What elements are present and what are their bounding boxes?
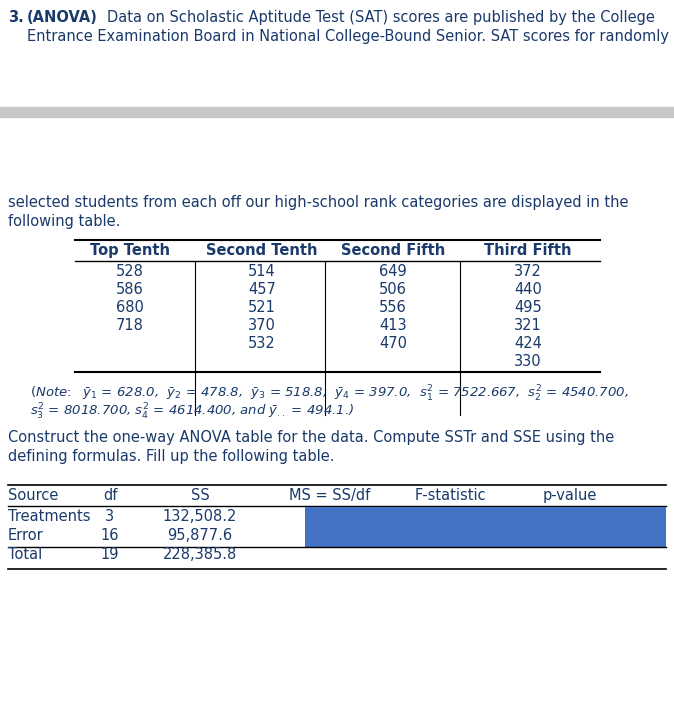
Text: p-value: p-value — [543, 488, 597, 503]
Text: 521: 521 — [248, 300, 276, 315]
Text: SS: SS — [191, 488, 210, 503]
Text: 528: 528 — [116, 264, 144, 279]
Text: 718: 718 — [116, 318, 144, 333]
Bar — [305, 507, 666, 547]
Text: following table.: following table. — [8, 214, 121, 229]
Text: F-statistic: F-statistic — [415, 488, 486, 503]
Text: 370: 370 — [248, 318, 276, 333]
Text: (ANOVA): (ANOVA) — [27, 10, 98, 25]
Text: Top Tenth: Top Tenth — [90, 243, 170, 258]
Text: 19: 19 — [100, 547, 119, 562]
Text: 16: 16 — [100, 528, 119, 543]
Text: 680: 680 — [116, 300, 144, 315]
Text: $(Note\!:$  $\bar{y}_1$ = 628.0,  $\bar{y}_2$ = 478.8,  $\bar{y}_3$ = 518.8,  $\: $(Note\!:$ $\bar{y}_1$ = 628.0, $\bar{y}… — [30, 384, 629, 404]
Text: selected students from each off our high-school rank categories are displayed in: selected students from each off our high… — [8, 195, 628, 210]
Text: 3.: 3. — [8, 10, 24, 25]
Text: 495: 495 — [514, 300, 542, 315]
Text: Second Tenth: Second Tenth — [206, 243, 317, 258]
Text: 506: 506 — [379, 282, 407, 297]
Text: Entrance Examination Board in National College-Bound Senior. SAT scores for rand: Entrance Examination Board in National C… — [27, 29, 669, 44]
Text: 132,508.2: 132,508.2 — [163, 509, 237, 524]
Text: MS = SS/df: MS = SS/df — [289, 488, 371, 503]
Text: 556: 556 — [379, 300, 407, 315]
Text: Total: Total — [8, 547, 42, 562]
Text: Data on Scholastic Aptitude Test (SAT) scores are published by the College: Data on Scholastic Aptitude Test (SAT) s… — [107, 10, 655, 25]
Text: 470: 470 — [379, 336, 407, 351]
Text: 3: 3 — [105, 509, 115, 524]
Text: Source: Source — [8, 488, 59, 503]
Text: 586: 586 — [116, 282, 144, 297]
Text: 514: 514 — [248, 264, 276, 279]
Text: Error: Error — [8, 528, 44, 543]
Text: 649: 649 — [379, 264, 407, 279]
Text: 532: 532 — [248, 336, 276, 351]
Text: Construct the one-way ANOVA table for the data. Compute SSTr and SSE using the: Construct the one-way ANOVA table for th… — [8, 430, 614, 445]
Text: Second Fifth: Second Fifth — [341, 243, 445, 258]
Text: 457: 457 — [248, 282, 276, 297]
Text: Third Fifth: Third Fifth — [484, 243, 572, 258]
Text: 95,877.6: 95,877.6 — [167, 528, 233, 543]
Text: Treatments: Treatments — [8, 509, 90, 524]
Text: 424: 424 — [514, 336, 542, 351]
Text: 372: 372 — [514, 264, 542, 279]
Text: 330: 330 — [514, 354, 542, 369]
Text: df: df — [103, 488, 117, 503]
Text: $s_3^2$ = 8018.700, $s_4^2$ = 4614.400, and $\bar{y}_{..}$ = 494.1.): $s_3^2$ = 8018.700, $s_4^2$ = 4614.400, … — [30, 402, 355, 422]
Text: 321: 321 — [514, 318, 542, 333]
Text: defining formulas. Fill up the following table.: defining formulas. Fill up the following… — [8, 449, 334, 464]
Text: 440: 440 — [514, 282, 542, 297]
Text: 413: 413 — [379, 318, 407, 333]
Text: 228,385.8: 228,385.8 — [163, 547, 237, 562]
